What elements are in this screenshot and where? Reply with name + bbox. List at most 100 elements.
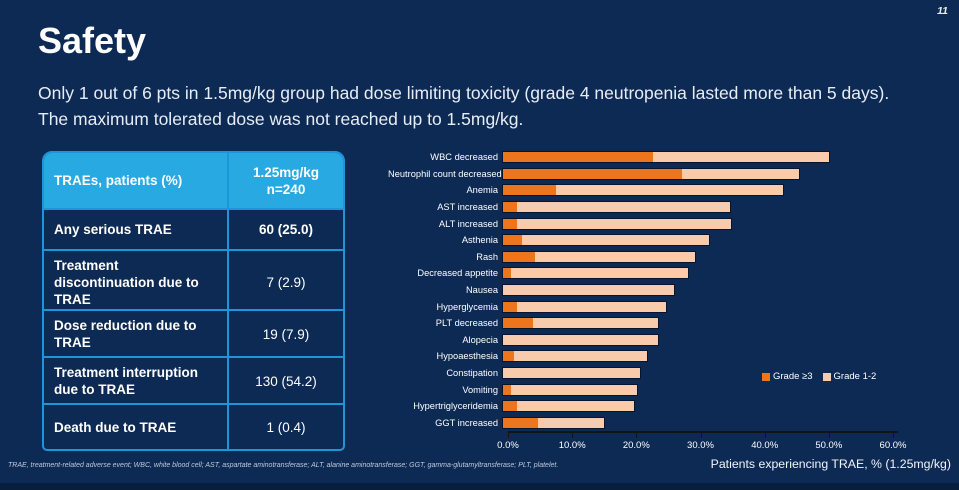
bar-segment-grade1-2 [682, 168, 800, 179]
bar-segment-grade3 [503, 318, 533, 329]
bar-segment-grade1-2 [535, 251, 696, 262]
trae-summary-table: TRAEs, patients (%) 1.25mg/kg n=240 Any … [42, 151, 345, 451]
bar-segment-grade1-2 [511, 268, 688, 279]
bar-segment-grade1-2 [556, 185, 784, 196]
axis-tick [700, 433, 702, 439]
bar-category-label: GGT increased [435, 417, 498, 428]
legend-swatch-icon [762, 372, 770, 381]
subtitle-line-1: Only 1 out of 6 pts in 1.5mg/kg group ha… [38, 83, 890, 103]
stacked-bar [503, 235, 709, 246]
bar-segment-grade1-2 [516, 301, 666, 312]
bar-segment-grade3 [503, 168, 682, 179]
bar-category-label: WBC decreased [430, 152, 498, 163]
stacked-bar [503, 368, 640, 379]
bar-segment-grade1-2 [503, 368, 640, 379]
axis-tick-label: 20.0% [622, 440, 650, 452]
slide-subtitle: Only 1 out of 6 pts in 1.5mg/kg group ha… [38, 80, 938, 132]
bar-category-label: Alopecia [462, 334, 498, 345]
stacked-bar [503, 285, 675, 296]
axis-tick-label: 30.0% [687, 440, 714, 452]
axis-tick [828, 433, 830, 439]
bar-category-label: Rash [476, 251, 498, 262]
bar-segment-grade1-2 [537, 417, 605, 428]
legend-label: Grade 1-2 [833, 371, 877, 382]
bar-category-label: Nausea [465, 285, 498, 296]
bar-row: PLT decreased [388, 315, 953, 332]
bar-row: Asthenia [388, 232, 953, 249]
table-row-value: 7 (2.9) [227, 251, 343, 314]
bar-category-label: AST increased [437, 202, 498, 213]
table-row: Treatment interruption due to TRAE 130 (… [44, 356, 343, 404]
table-row-label: Treatment discontinuation due to TRAE [54, 258, 199, 307]
bar-row: AST increased [388, 199, 953, 216]
stacked-bar [503, 318, 659, 329]
bar-segment-grade3 [503, 218, 517, 229]
table-row: Dose reduction due to TRAE 19 (7.9) [44, 309, 343, 357]
bar-category-label: Anemia [466, 185, 498, 196]
bar-row: Nausea [388, 282, 953, 299]
bar-segment-grade3 [503, 301, 517, 312]
table-header-row: TRAEs, patients (%) 1.25mg/kg n=240 [44, 153, 343, 208]
bar-segment-grade3 [503, 417, 538, 428]
bar-segment-grade3 [503, 351, 514, 362]
axis-tick-label: 60.0% [879, 440, 907, 452]
stacked-bar [503, 384, 638, 395]
table-row-value: 19 (7.9) [227, 311, 343, 357]
bar-category-label: Neutrophil count decreased [388, 168, 502, 179]
bar-row: Alopecia [388, 332, 953, 349]
bar-category-label: Hypoaesthesia [436, 351, 498, 362]
legend-item: Grade 1-2 [822, 371, 877, 382]
axis-tick [572, 433, 574, 439]
table-header-dose-line1: 1.25mg/kg [252, 164, 320, 180]
bar-segment-grade1-2 [516, 401, 634, 412]
table-row-value: 1 (0.4) [227, 405, 343, 449]
bar-category-label: Constipation [446, 368, 498, 379]
legend-item: Grade ≥3 [762, 371, 813, 382]
bar-row: Hypertriglyceridemia [388, 398, 953, 415]
axis-tick [508, 433, 509, 439]
bar-row: ALT increased [388, 215, 953, 232]
subtitle-line-2: The maximum tolerated dose was not reach… [38, 109, 524, 129]
axis-tick-label: 50.0% [815, 440, 843, 452]
stacked-bar [503, 301, 666, 312]
bar-segment-grade3 [503, 268, 512, 279]
bar-segment-grade1-2 [521, 235, 709, 246]
bar-row: Decreased appetite [388, 265, 953, 282]
axis-tick-label: 10.0% [558, 440, 586, 452]
table-row-label: Dose reduction due to TRAE [54, 318, 197, 350]
bar-segment-grade3 [503, 185, 557, 196]
bar-segment-grade1-2 [516, 202, 731, 213]
bar-row: Hypoaesthesia [388, 348, 953, 365]
axis-tick [764, 433, 766, 439]
stacked-bar [503, 218, 731, 229]
bar-row: WBC decreased [388, 149, 953, 166]
table-row-value: 130 (54.2) [227, 358, 343, 404]
bar-row: Neutrophil count decreased [388, 166, 953, 183]
bar-segment-grade1-2 [503, 334, 659, 345]
bar-category-label: Decreased appetite [417, 268, 498, 279]
stacked-bar [503, 334, 659, 345]
slide-title: Safety [38, 20, 147, 61]
bar-segment-grade1-2 [652, 152, 829, 163]
stacked-bar [503, 168, 800, 179]
table-row-label: Any serious TRAE [54, 222, 172, 237]
bar-segment-grade1-2 [532, 318, 659, 329]
table-row-value: 60 (25.0) [227, 210, 343, 249]
bar-segment-grade3 [503, 251, 536, 262]
bar-category-label: ALT increased [438, 218, 498, 229]
bar-segment-grade1-2 [513, 351, 648, 362]
table-row: Death due to TRAE 1 (0.4) [44, 403, 343, 449]
chart-bars-area: WBC decreased Neutrophil count decreased A… [388, 149, 953, 431]
stacked-bar [503, 202, 731, 213]
bar-row: Anemia [388, 182, 953, 199]
bar-segment-grade1-2 [511, 384, 638, 395]
table-row-label: Death due to TRAE [54, 419, 177, 435]
stacked-bar [503, 351, 648, 362]
stacked-bar [503, 185, 784, 196]
bar-row: Rash [388, 249, 953, 266]
stacked-bar [503, 417, 605, 428]
bar-segment-grade3 [503, 235, 522, 246]
axis-tick-label: 0.0% [497, 440, 519, 452]
bar-segment-grade1-2 [503, 285, 675, 296]
